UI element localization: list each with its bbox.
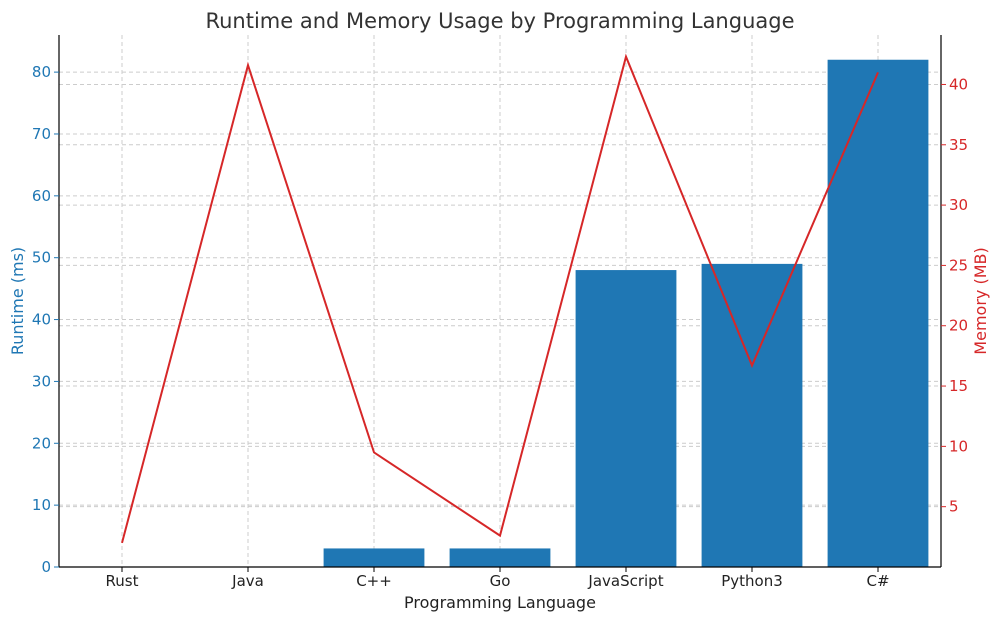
right-tick-label: 35 <box>949 136 968 154</box>
bar-c- <box>323 548 425 567</box>
x-tick-label: Rust <box>106 572 139 590</box>
bar-javascript <box>575 270 677 567</box>
right-tick-label: 10 <box>949 437 968 455</box>
bar-go <box>449 548 551 567</box>
left-tick-label: 30 <box>32 372 51 390</box>
memory-line <box>121 53 879 544</box>
y-axis-left-label: Runtime (ms) <box>8 247 27 355</box>
right-axis-ticks: 5 10 15 20 25 30 35 40 <box>941 75 968 516</box>
left-tick-label: 70 <box>32 125 51 143</box>
right-tick-label: 25 <box>949 256 968 274</box>
x-tick-label: C# <box>866 572 889 590</box>
right-tick-label: 20 <box>949 317 968 335</box>
bar-c- <box>827 59 929 567</box>
right-tick-label: 5 <box>949 498 959 516</box>
x-tick-label: C++ <box>356 572 392 590</box>
right-tick-label: 15 <box>949 377 968 395</box>
bar-python3 <box>701 263 803 567</box>
y-axis-right-label: Memory (MB) <box>971 247 990 354</box>
left-tick-label: 50 <box>32 249 51 267</box>
x-tick-label: Python3 <box>721 572 783 590</box>
left-tick-label: 10 <box>32 496 51 514</box>
x-axis-label: Programming Language <box>404 593 596 612</box>
x-tick-label: JavaScript <box>587 572 663 590</box>
runtime-bars <box>323 59 929 567</box>
left-tick-label: 40 <box>32 311 51 329</box>
memory-line-series <box>121 53 879 544</box>
grid <box>59 35 941 568</box>
left-tick-label: 20 <box>32 434 51 452</box>
left-axis-ticks: 0 10 20 30 40 50 60 70 80 <box>32 63 59 576</box>
left-tick-label: 60 <box>32 187 51 205</box>
left-tick-label: 80 <box>32 63 51 81</box>
x-tick-label: Java <box>231 572 264 590</box>
x-tick-label: Go <box>490 572 511 590</box>
right-tick-label: 30 <box>949 196 968 214</box>
x-axis-ticks: Rust Java C++ Go JavaScript Python3 C# <box>106 567 890 590</box>
right-tick-label: 40 <box>949 75 968 93</box>
left-tick-label: 0 <box>41 558 51 576</box>
chart-title: Runtime and Memory Usage by Programming … <box>205 9 794 33</box>
